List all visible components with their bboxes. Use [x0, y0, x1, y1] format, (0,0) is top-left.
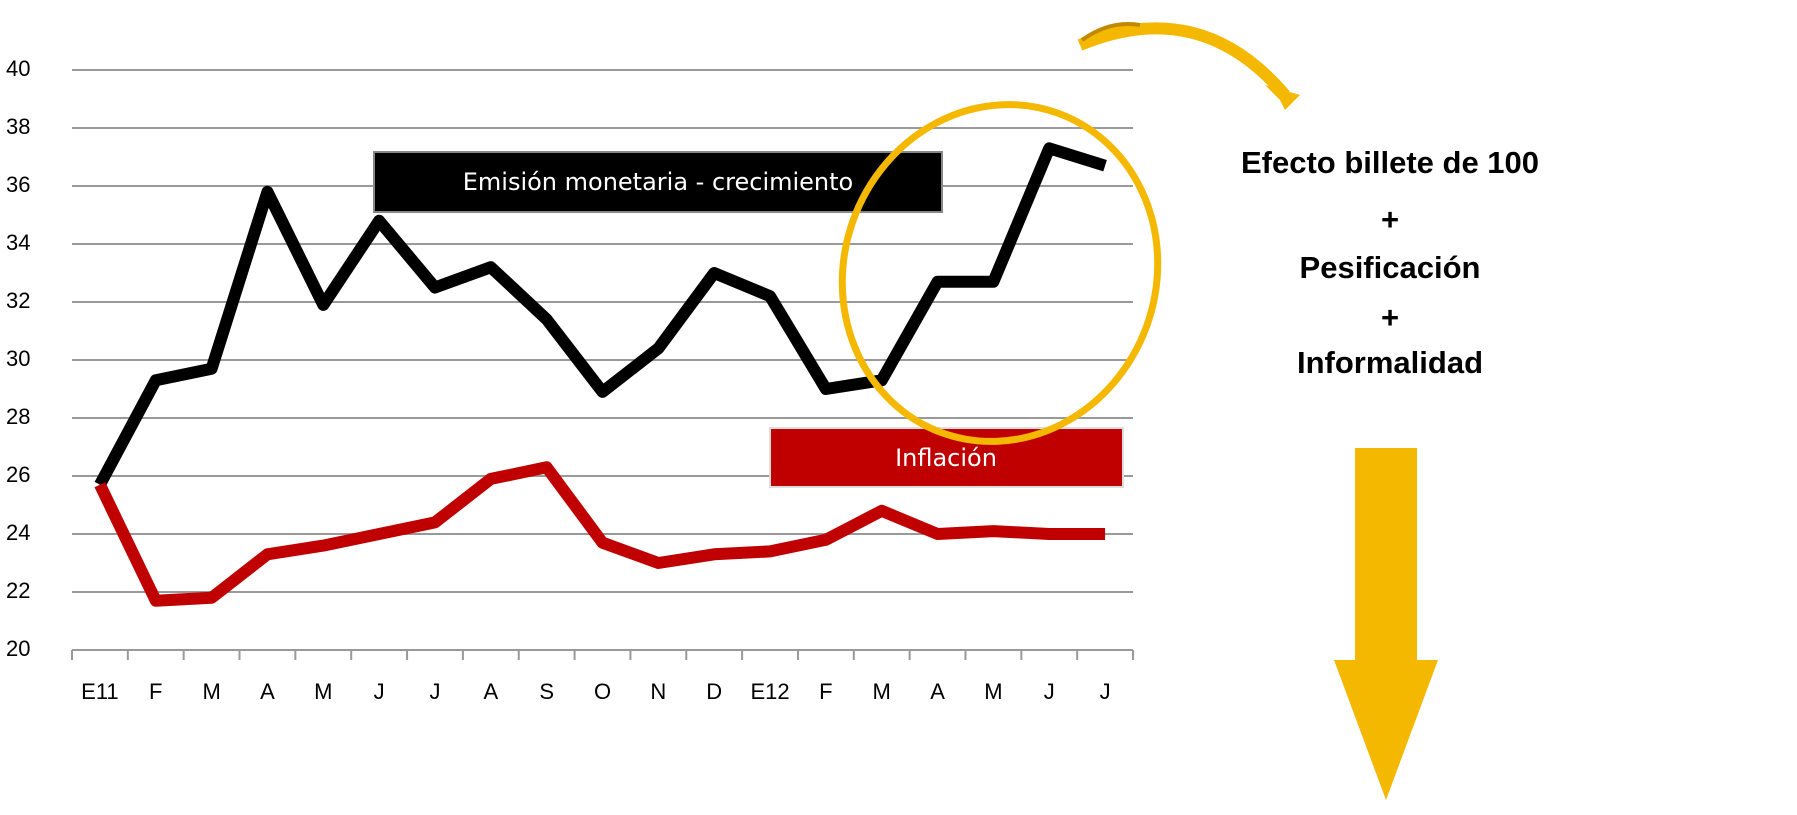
y-tick-label: 24 [6, 520, 30, 545]
x-tick-label: F [149, 679, 162, 704]
grid: 20 22 24 26 28 30 32 34 36 38 40 E11 F M A M J J A S O N D E12 F… [6, 56, 1134, 704]
x-tick-label: S [539, 679, 554, 704]
legend-box [373, 151, 943, 213]
x-tick-label: N [650, 679, 666, 704]
x-tick-label: F [819, 679, 832, 704]
x-tick-label: O [594, 679, 611, 704]
x-tick-label: A [260, 679, 275, 704]
y-tick-label: 28 [6, 404, 30, 429]
annotation-line: Efecto billete de 100 [1241, 145, 1539, 180]
x-tick-label: J [429, 679, 440, 704]
curved-arrow-shade [1080, 22, 1141, 42]
y-tick-label: 32 [6, 288, 30, 313]
x-tick-label: M [202, 679, 220, 704]
series-line [94, 142, 1107, 488]
x-tick-label: J [1100, 679, 1111, 704]
annotation-line: + [1381, 300, 1399, 335]
legend-label: Inflación [895, 444, 997, 472]
annotation: Efecto billete de 100 + Pesificación + Infor… [1241, 145, 1539, 380]
legend-label: Emisión monetaria - crecimiento [463, 168, 854, 196]
x-tick-label: M [873, 679, 891, 704]
annotation-line: Pesificación [1300, 250, 1481, 285]
x-tick-label: J [1044, 679, 1055, 704]
series-line [94, 461, 1106, 607]
y-tick-label: 38 [6, 114, 30, 139]
x-tick-label: E12 [750, 679, 789, 704]
down-arrow [1355, 448, 1417, 660]
lines [94, 142, 1107, 607]
y-tick-label: 30 [6, 346, 30, 371]
down-arrow-head [1334, 660, 1438, 800]
y-tick-label: 20 [6, 636, 30, 661]
y-tick-label: 34 [6, 230, 30, 255]
annotation-line: + [1381, 202, 1399, 237]
x-tick-label: M [314, 679, 332, 704]
y-tick-label: 36 [6, 172, 30, 197]
annotation-line: Informalidad [1297, 345, 1483, 380]
y-tick-label: 22 [6, 578, 30, 603]
x-tick-label: D [706, 679, 722, 704]
x-tick-label: A [930, 679, 945, 704]
y-tick-label: 26 [6, 462, 30, 487]
x-tick-label: J [374, 679, 385, 704]
x-tick-label: A [483, 679, 498, 704]
highlight-ellipse [838, 101, 1162, 445]
x-tick-label: E11 [81, 679, 119, 704]
curved-arrow-head [1265, 85, 1300, 110]
y-tick-label: 40 [6, 56, 30, 81]
curved-arrow [1077, 22, 1290, 99]
x-tick-label: M [984, 679, 1002, 704]
